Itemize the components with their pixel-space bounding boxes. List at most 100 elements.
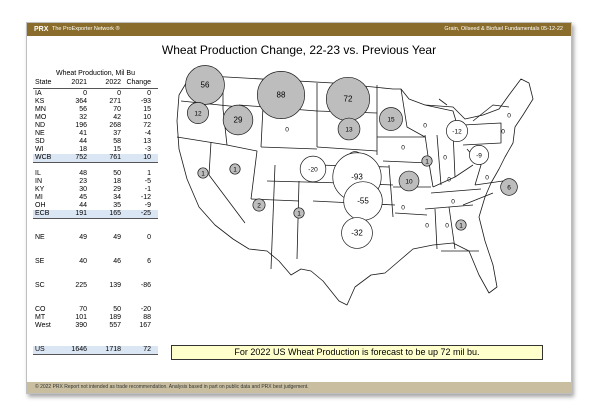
column-header-2022: 2022 (105, 79, 121, 86)
bubble-label-mo: 10 (405, 179, 413, 186)
change-cell: 1 (147, 170, 151, 177)
bubble-label-in: 0 (443, 155, 447, 162)
table-row: MN 56 70 15 (33, 106, 158, 114)
bubble-label-mi: -12 (452, 129, 462, 136)
value-2021-cell: 23 (79, 178, 87, 185)
value-2022-cell: 35 (113, 202, 121, 209)
bubble-ga (455, 219, 467, 231)
report-info: Grain, Oilseed & Biofuel Fundamentals 05… (444, 26, 563, 32)
bubble-wa (185, 65, 225, 105)
change-cell: 0 (147, 234, 151, 241)
bubble-label-al: 0 (445, 223, 449, 230)
bubble-nv (229, 163, 241, 175)
table-row: ND 196 268 72 (33, 122, 158, 130)
bubble-label-mt: 88 (277, 91, 286, 100)
state-cell: US (35, 346, 45, 353)
state-cell: MO (35, 114, 47, 121)
value-2021-cell: 41 (79, 130, 87, 137)
us-map: 561229887213150011-20-4-93-55-3221100010… (176, 65, 534, 306)
state-cell: MN (35, 106, 46, 113)
bubble-label-ga: 1 (459, 223, 463, 230)
table-row: OH 44 35 -9 (33, 202, 158, 210)
border-or-ca (176, 136, 228, 146)
state-cell: SD (35, 138, 45, 145)
table-row: IN 23 18 -5 (33, 178, 158, 186)
change-cell: 167 (139, 322, 151, 329)
value-2021-cell: 18 (79, 146, 87, 153)
change-cell: 13 (143, 138, 151, 145)
bubble-oh (469, 145, 489, 165)
value-2021-cell: 48 (79, 170, 87, 177)
table-subtotal-row: US 1646 1718 72 (33, 346, 158, 354)
bubble-mn (379, 107, 403, 131)
bubble-label-ms: 0 (425, 223, 429, 230)
bubble-label-tn: 0 (451, 199, 455, 206)
value-2022-cell: 139 (109, 282, 121, 289)
column-header-state: State (35, 79, 52, 86)
bubble-label-ca: 1 (201, 171, 205, 178)
border-ia-mo (382, 160, 430, 164)
border-az-nm (270, 164, 276, 270)
bubble-label-nv: 1 (233, 167, 237, 174)
table-subtotal-row: WCB 752 761 10 (33, 154, 158, 162)
table-row: CO 70 50 -20 (33, 306, 158, 314)
state-cell: WI (35, 146, 44, 153)
change-cell: -20 (140, 306, 151, 313)
bubble-sd (337, 117, 361, 141)
border-ms-al (434, 208, 438, 250)
value-2021-cell: 364 (75, 98, 87, 105)
bubble-label-nd: 72 (344, 95, 353, 104)
border-ky-tn (430, 188, 482, 194)
border-ar-la (394, 212, 428, 216)
change-cell: 72 (143, 346, 151, 353)
subtotal-divider (33, 162, 158, 163)
border-mo-east (388, 164, 394, 218)
bubble-label-ar: 0 (401, 205, 405, 212)
table-title: Wheat Production, Mil Bu (56, 70, 135, 77)
state-cell: NE (35, 234, 45, 241)
bubble-label-sd: 13 (345, 127, 353, 134)
value-2021-cell: 56 (79, 106, 87, 113)
table-row: KS 364 271 -93 (33, 98, 158, 106)
value-2021-cell: 44 (79, 138, 87, 145)
bubble-label-ky: 0 (447, 177, 451, 184)
change-cell: -12 (140, 194, 151, 201)
subtotal-divider (33, 218, 158, 219)
bubble-label-il: 1 (425, 159, 429, 166)
change-cell: 15 (143, 106, 151, 113)
state-cell: KS (35, 98, 45, 105)
change-cell: 72 (143, 122, 151, 129)
bubble-or (187, 102, 209, 124)
value-2022-cell: 34 (113, 194, 121, 201)
table-header-row: State 2021 2022 Change (33, 79, 158, 88)
value-2022-cell: 58 (113, 138, 121, 145)
value-2022-cell: 29 (113, 186, 121, 193)
value-2021-cell: 196 (75, 122, 87, 129)
change-cell: -5 (144, 178, 151, 185)
bubble-label-wy: 0 (285, 127, 289, 134)
change-cell: -3 (144, 146, 151, 153)
footer-bar: © 2022 PRX Report not intended as trade … (27, 382, 571, 393)
state-cell: ECB (35, 210, 50, 217)
bubble-label-id: 29 (234, 116, 243, 125)
state-cell: NE (35, 130, 45, 137)
bubble-label-ok: -55 (357, 197, 369, 206)
value-2022-cell: 42 (113, 114, 121, 121)
brand-logo: PRX (34, 26, 49, 33)
value-2021-cell: 752 (75, 154, 87, 161)
border-il-in (436, 134, 442, 186)
forecast-callout: For 2022 US Wheat Production is forecast… (171, 345, 543, 360)
bubble-label-wa: 56 (201, 81, 210, 90)
table-row: IA 0 0 0 (33, 90, 158, 98)
value-2022-cell: 18 (113, 178, 121, 185)
change-cell: -86 (140, 282, 151, 289)
value-2022-cell: 0 (117, 90, 121, 97)
bubble-label-oh: -9 (476, 153, 482, 160)
state-cell: West (35, 322, 51, 329)
bubble-label-pa: 0 (501, 129, 505, 136)
bubble-az (252, 198, 266, 212)
border-ca-nv (208, 141, 246, 224)
border-sd-ne (316, 146, 378, 152)
value-2021-cell: 32 (79, 114, 87, 121)
value-2022-cell: 557 (109, 322, 121, 329)
